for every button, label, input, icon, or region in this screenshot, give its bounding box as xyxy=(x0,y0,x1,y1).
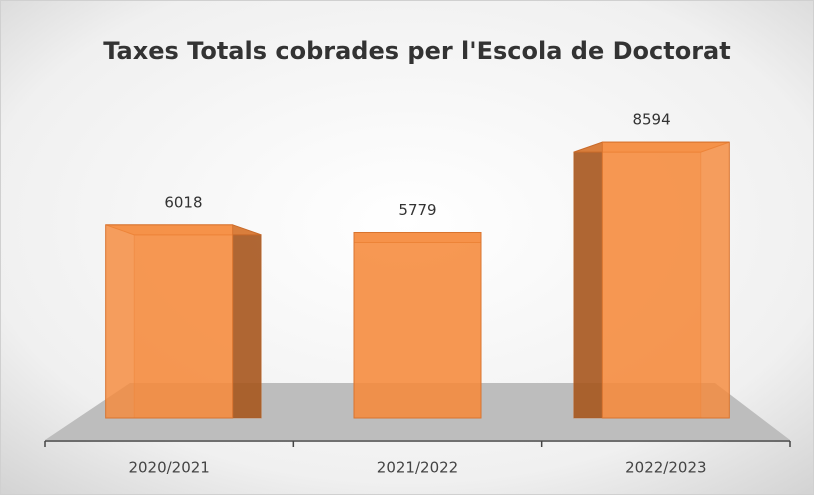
bar xyxy=(353,231,482,419)
data-label: 8594 xyxy=(632,111,670,129)
data-label: 6018 xyxy=(164,193,202,211)
bar-side xyxy=(573,142,603,418)
bar-side xyxy=(232,224,262,418)
data-label: 5779 xyxy=(398,201,436,219)
bar xyxy=(105,224,262,419)
x-tick-label: 2021/2022 xyxy=(377,459,458,477)
bar-front xyxy=(105,224,234,419)
bar-front xyxy=(601,141,730,419)
bar xyxy=(573,141,730,419)
x-tick-label: 2020/2021 xyxy=(128,459,209,477)
bar-front xyxy=(353,231,482,419)
chart-title: Taxes Totals cobrades per l'Escola de Do… xyxy=(103,37,730,65)
x-tick-label: 2022/2023 xyxy=(625,459,706,477)
